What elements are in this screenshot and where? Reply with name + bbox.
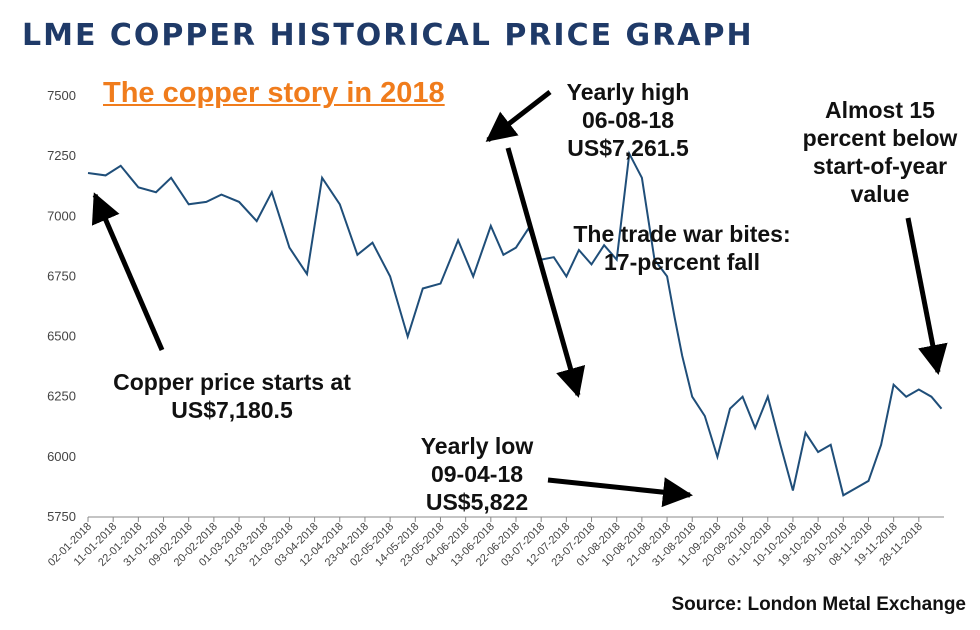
y-tick-label: 6500 xyxy=(47,329,76,344)
y-axis: 5750 6000 6250 6500 6750 7000 7250 7500 xyxy=(47,88,76,524)
page-title: LME COPPER HISTORICAL PRICE GRAPH xyxy=(22,18,754,53)
trade-war-annotation-line2: 17-percent fall xyxy=(604,249,760,275)
end-annotation-line4: value xyxy=(850,181,910,207)
end-annotation-line1: Almost 15 xyxy=(825,97,935,123)
y-tick-label: 6000 xyxy=(47,449,76,464)
end-annotation-line3: start-of-year xyxy=(812,153,948,179)
chart-subtitle: The copper story in 2018 xyxy=(103,77,445,109)
start-annotation: Copper price starts at US$7,180.5 xyxy=(72,368,392,424)
y-tick-label: 6750 xyxy=(47,268,76,283)
trade-war-arrow xyxy=(505,147,586,398)
high-annotation-line3: US$7,261.5 xyxy=(567,135,689,161)
y-tick-label: 5750 xyxy=(47,509,76,524)
end-annotation-line2: percent below xyxy=(802,125,958,151)
end-arrow xyxy=(905,217,948,375)
source-note: Source: London Metal Exchange xyxy=(671,594,966,615)
y-tick-label: 7500 xyxy=(47,88,76,103)
high-annotation-line2: 06-08-18 xyxy=(581,107,675,133)
high-annotation-line1: Yearly high xyxy=(566,79,690,105)
end-annotation: Almost 15 percent below start-of-year va… xyxy=(790,96,970,208)
high-arrow xyxy=(485,90,552,142)
start-arrow xyxy=(91,192,165,351)
start-annotation-line2: US$7,180.5 xyxy=(171,397,293,423)
high-annotation: Yearly high 06-08-18 US$7,261.5 xyxy=(548,78,708,162)
x-axis: 02-01-201811-01-201822-01-201831-01-2018… xyxy=(46,517,925,569)
low-annotation-line1: Yearly low xyxy=(420,433,534,459)
series-line-lme-copper xyxy=(87,150,943,497)
low-arrow xyxy=(547,477,693,508)
low-annotation-line2: 09-04-18 xyxy=(430,461,524,487)
trade-war-annotation-line1: The trade war bites: xyxy=(573,221,791,247)
y-tick-label: 7000 xyxy=(47,208,76,223)
start-annotation-line1: Copper price starts at xyxy=(113,369,351,395)
trade-war-annotation: The trade war bites: 17-percent fall xyxy=(542,220,822,276)
low-annotation-line3: US$5,822 xyxy=(425,489,529,515)
y-tick-label: 6250 xyxy=(47,389,76,404)
low-annotation: Yearly low 09-04-18 US$5,822 xyxy=(402,432,552,516)
y-tick-label: 7250 xyxy=(47,148,76,163)
